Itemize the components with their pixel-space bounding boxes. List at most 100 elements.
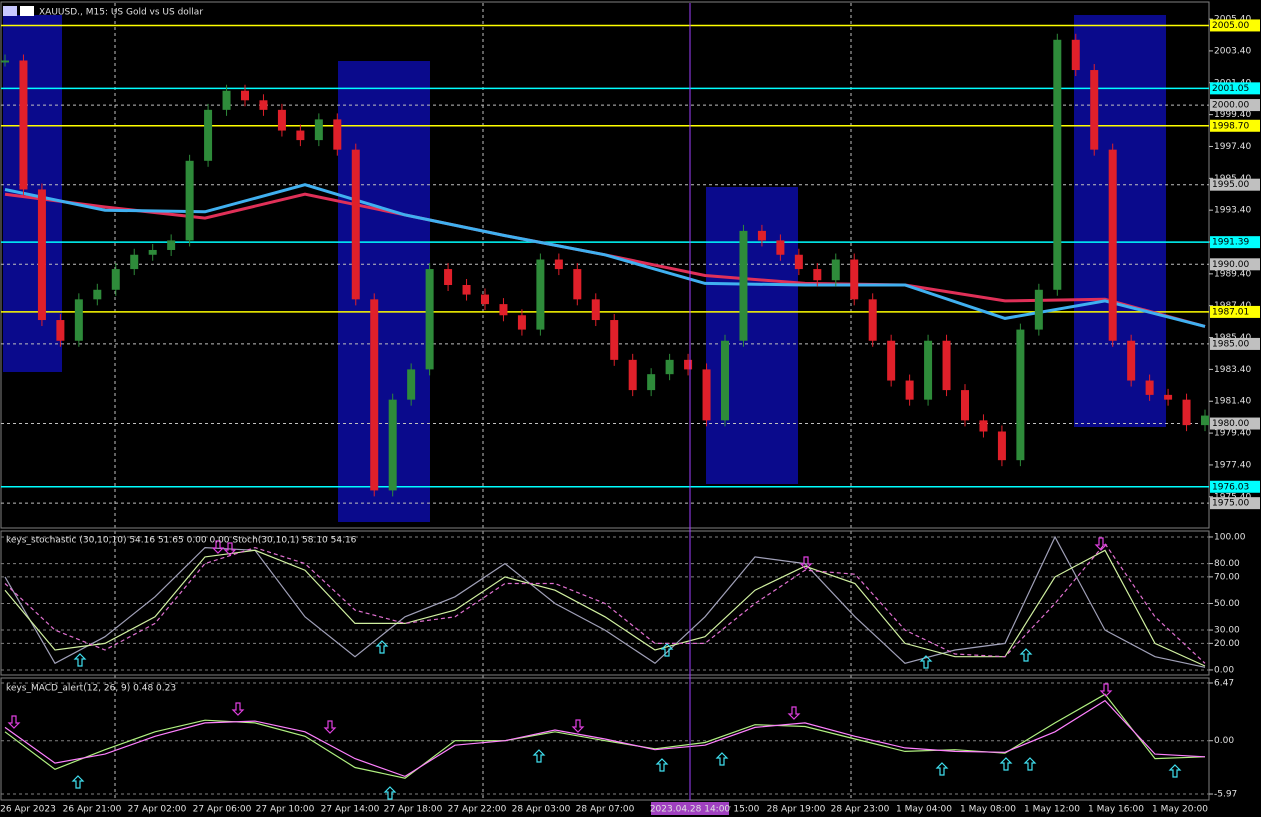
x-tick-label: 26 Apr 21:00	[63, 805, 122, 815]
candle	[1145, 380, 1154, 395]
candle	[961, 390, 969, 421]
indicator-line	[4, 699, 1206, 778]
level-label: 1980.00	[1212, 419, 1249, 429]
candle	[942, 340, 951, 391]
y-tick-label: 1979.40	[1214, 429, 1251, 439]
candle	[554, 259, 563, 270]
candle	[388, 399, 397, 491]
signal-arrow	[7, 715, 21, 729]
x-tick-label: 1 May 20:00	[1152, 805, 1208, 815]
icon	[3, 6, 17, 16]
candle	[905, 380, 914, 400]
y-tick-label: 1993.40	[1214, 206, 1251, 216]
y-tick-label: 1999.40	[1214, 110, 1251, 120]
y-tick-label: -5.97	[1214, 790, 1237, 800]
candle	[351, 149, 360, 300]
level-label: 1976.03	[1212, 482, 1249, 492]
signal-arrow	[1019, 648, 1033, 662]
x-tick-label: 28 Apr 15:00	[701, 805, 760, 815]
y-tick-label: 50.00	[1214, 599, 1240, 609]
x-tick-label: 1 May 04:00	[896, 805, 952, 815]
candle	[831, 259, 840, 281]
y-tick-label: 80.00	[1214, 559, 1240, 569]
level-tag	[1210, 417, 1260, 430]
y-tick-label: 1981.40	[1214, 397, 1251, 407]
candle	[997, 431, 1006, 461]
candle	[868, 299, 877, 341]
candle	[887, 340, 896, 381]
x-tick-label: 1 May 12:00	[1024, 805, 1080, 815]
candle	[167, 240, 176, 250]
signal-arrow	[383, 786, 397, 800]
y-tick-label: 1983.40	[1214, 365, 1251, 375]
candle	[333, 119, 342, 150]
pane-border	[0, 677, 1210, 801]
x-tick-label: 26 Apr 2023	[0, 805, 56, 815]
signal-arrow	[231, 702, 245, 716]
signal-arrow	[715, 752, 729, 766]
candle	[573, 269, 582, 300]
zone	[3, 15, 62, 372]
candle	[37, 189, 46, 321]
candle	[185, 160, 194, 241]
x-tick-label: 27 Apr 10:00	[256, 805, 315, 815]
level-tag	[1210, 236, 1260, 249]
moving-average	[4, 183, 1206, 328]
candle	[1053, 39, 1062, 290]
candle	[610, 320, 619, 360]
candle	[259, 100, 268, 110]
indicator-line	[4, 542, 1206, 664]
candle	[1108, 149, 1117, 341]
level-tag	[1210, 497, 1260, 510]
candle	[462, 285, 471, 295]
zone	[706, 187, 798, 484]
candle	[794, 254, 803, 270]
candle	[204, 109, 213, 161]
y-tick-label: 0.00	[1214, 665, 1234, 675]
candle	[1201, 415, 1209, 426]
signal-arrow	[223, 542, 237, 556]
y-tick-label: 1997.40	[1214, 142, 1251, 152]
y-tick-label: 100.00	[1214, 532, 1246, 542]
signal-arrow	[935, 762, 949, 776]
candle	[647, 374, 656, 391]
candle	[628, 359, 637, 391]
candle	[702, 369, 711, 421]
candle	[591, 299, 600, 321]
level-tag	[1210, 337, 1260, 350]
level-label: 2001.05	[1212, 84, 1249, 94]
x-tick-label: 27 Apr 14:00	[321, 805, 380, 815]
candle	[1090, 70, 1099, 150]
candle	[111, 269, 120, 290]
candle	[241, 90, 249, 101]
level-label: 1975.00	[1212, 499, 1249, 509]
y-tick-label: 6.47	[1214, 678, 1234, 688]
signal-arrow	[73, 653, 87, 667]
signal-arrow	[211, 540, 225, 554]
candle	[444, 269, 453, 286]
level-tag	[1210, 305, 1260, 318]
level-label: 1985.00	[1212, 339, 1249, 349]
level-label: 1995.00	[1212, 180, 1249, 190]
candle	[979, 420, 988, 432]
candle	[924, 340, 933, 400]
candle	[130, 254, 139, 270]
x-tick-label: 28 Apr 03:00	[512, 805, 571, 815]
signal-arrow	[1168, 764, 1182, 778]
candle	[739, 230, 748, 341]
y-tick-label: 2003.40	[1214, 46, 1251, 56]
candle	[850, 259, 859, 300]
candle	[517, 315, 526, 330]
candle	[499, 304, 508, 316]
candle	[776, 240, 785, 255]
x-tick-label: 28 Apr 19:00	[767, 805, 826, 815]
candle	[1127, 340, 1136, 381]
candle	[56, 320, 65, 341]
x-tick-label: 27 Apr 02:00	[128, 805, 187, 815]
signal-arrow	[1094, 537, 1108, 551]
level-label: 2005.00	[1212, 21, 1249, 31]
candle	[277, 109, 286, 131]
signal-arrow	[71, 775, 85, 789]
candle	[665, 359, 674, 375]
